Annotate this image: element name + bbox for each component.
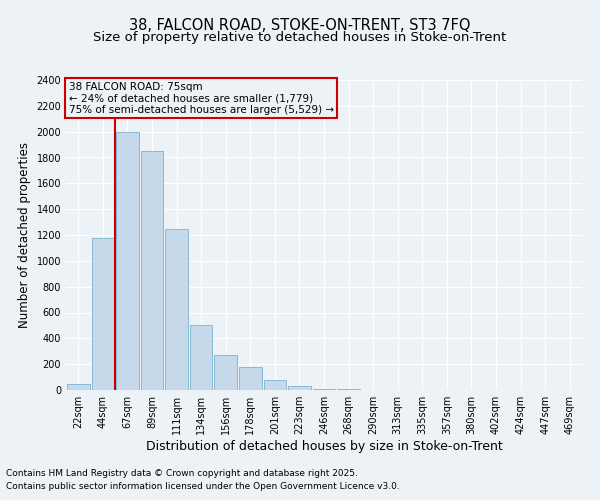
Text: 38 FALCON ROAD: 75sqm
← 24% of detached houses are smaller (1,779)
75% of semi-d: 38 FALCON ROAD: 75sqm ← 24% of detached … [68, 82, 334, 115]
Bar [165, 228, 188, 390]
Bar [313, 388, 335, 390]
Bar [116, 132, 139, 390]
Text: Contains public sector information licensed under the Open Government Licence v3: Contains public sector information licen… [6, 482, 400, 491]
Text: Contains HM Land Registry data © Crown copyright and database right 2025.: Contains HM Land Registry data © Crown c… [6, 468, 358, 477]
Bar [214, 355, 237, 390]
Bar [67, 384, 89, 390]
Y-axis label: Number of detached properties: Number of detached properties [18, 142, 31, 328]
Text: Size of property relative to detached houses in Stoke-on-Trent: Size of property relative to detached ho… [94, 31, 506, 44]
Bar [288, 386, 311, 390]
Bar [92, 238, 114, 390]
Bar [190, 326, 212, 390]
Bar [140, 151, 163, 390]
Bar [239, 368, 262, 390]
Bar [263, 380, 286, 390]
X-axis label: Distribution of detached houses by size in Stoke-on-Trent: Distribution of detached houses by size … [146, 440, 502, 453]
Text: 38, FALCON ROAD, STOKE-ON-TRENT, ST3 7FQ: 38, FALCON ROAD, STOKE-ON-TRENT, ST3 7FQ [129, 18, 471, 32]
